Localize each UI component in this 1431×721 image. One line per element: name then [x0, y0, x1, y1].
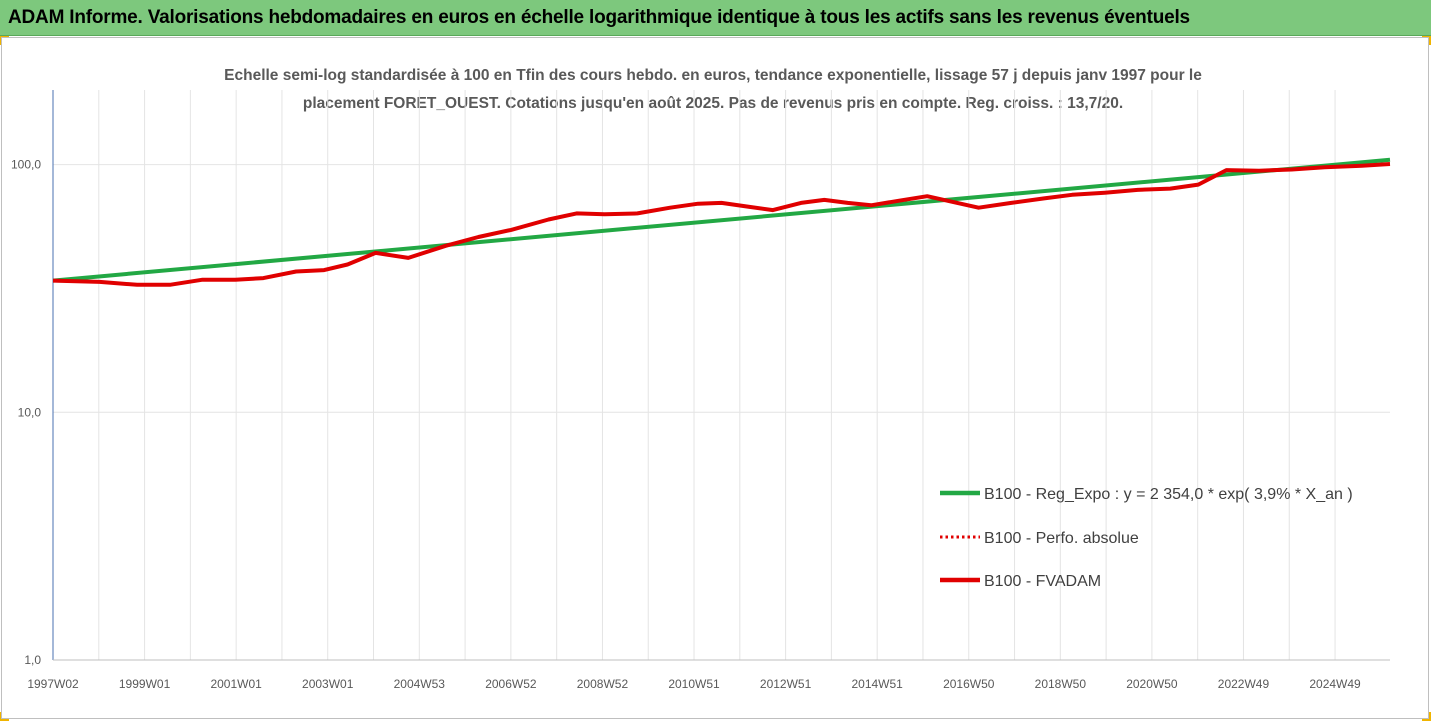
y-tick-label: 1,0 — [24, 653, 41, 667]
x-tick-label: 2018W50 — [1035, 677, 1087, 691]
series-line-2 — [52, 162, 1391, 287]
y-tick-label: 10,0 — [18, 405, 42, 419]
chart-subtitle-line-1: Echelle semi-log standardisée à 100 en T… — [224, 67, 1202, 84]
gridlines — [52, 90, 1390, 661]
x-tick-label: 2012W51 — [760, 677, 812, 691]
x-tick-label: 2008W52 — [577, 677, 629, 691]
x-tick-label: 2006W52 — [485, 677, 537, 691]
x-tick-label: 2001W01 — [210, 677, 262, 691]
chart-banner: ADAM Informe. Valorisations hebdomadaire… — [0, 0, 1431, 36]
x-tick-label: 2004W53 — [394, 677, 446, 691]
x-tick-label: 2014W51 — [851, 677, 903, 691]
x-tick-label: 2020W50 — [1126, 677, 1178, 691]
x-tick-label: 2016W50 — [943, 677, 995, 691]
series-line-0 — [52, 157, 1391, 283]
x-tick-label: 2022W49 — [1218, 677, 1270, 691]
x-tick-label: 1997W02 — [27, 677, 79, 691]
series-lines — [52, 157, 1391, 287]
x-tick-label: 2003W01 — [302, 677, 354, 691]
banner-title: ADAM Informe. Valorisations hebdomadaire… — [8, 7, 1190, 28]
x-tick-label: 1999W01 — [119, 677, 171, 691]
legend-label-2: B100 - FVADAM — [984, 573, 1101, 590]
axes: 1997W02 1999W01 2001W01 2003W01 2004W53 2006W… — [11, 90, 1390, 691]
chart-area — [1, 37, 1429, 719]
legend: B100 - Reg_Expo : y = 2 354,0 * exp( 3,9… — [940, 486, 1353, 590]
legend-label-0: B100 - Reg_Expo : y = 2 354,0 * exp( 3,9… — [984, 486, 1353, 503]
y-tick-label: 100,0 — [11, 158, 41, 172]
x-tick-label: 2024W49 — [1309, 677, 1361, 691]
chart-subtitle-line-2: placement FORET_OUEST. Cotations jusqu'e… — [303, 95, 1123, 112]
x-tick-label: 2010W51 — [668, 677, 720, 691]
legend-label-1: B100 - Perfo. absolue — [984, 530, 1139, 547]
